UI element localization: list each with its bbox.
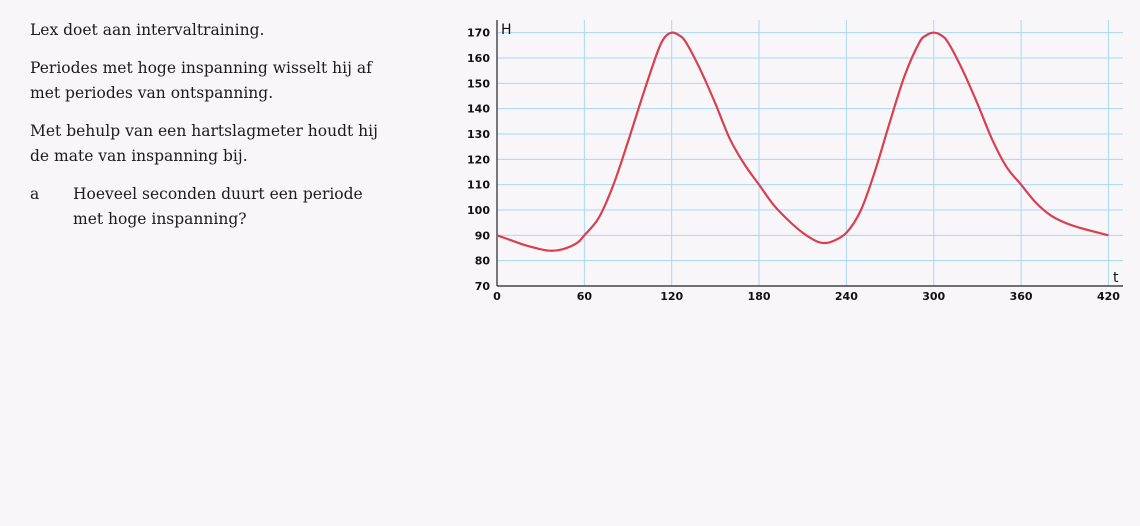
- x-tick-label: 300: [922, 290, 945, 303]
- y-axis-label: H: [501, 22, 512, 38]
- heart-rate-line: [496, 31, 1109, 252]
- y-tick-label: 130: [467, 128, 490, 141]
- x-tick-label: 60: [577, 290, 593, 303]
- x-tick-label: 120: [660, 290, 683, 303]
- y-tick-label: 70: [475, 280, 491, 293]
- y-tick-label: 150: [467, 77, 490, 90]
- x-tick-label: 420: [1097, 290, 1120, 303]
- y-tick-label: 80: [475, 255, 491, 268]
- y-tick-label: 90: [475, 229, 491, 242]
- intro-paragraph-1: Lex doet aan intervaltraining.: [30, 21, 265, 39]
- y-tick-label: 100: [467, 204, 490, 217]
- question-letter: a: [30, 185, 40, 203]
- y-tick-label: 140: [467, 103, 490, 116]
- question-a: a Hoeveel seconden duurt een periode met…: [30, 182, 390, 232]
- y-tick-label: 160: [467, 52, 490, 65]
- x-tick-label: 180: [748, 290, 771, 303]
- x-axis-label: t: [1113, 270, 1119, 286]
- y-tick-label: 120: [467, 153, 490, 166]
- x-tick-label: 0: [493, 290, 501, 303]
- x-tick-label: 360: [1010, 290, 1033, 303]
- heart-rate-chart: 0 60 120 180 240 300 360 420 70 80 90 100 110 120 130 1…: [467, 20, 1123, 303]
- question-text: Hoeveel seconden duurt een periode met h…: [73, 185, 363, 228]
- intro-paragraph-2: Periodes met hoge inspanning wisselt hij…: [30, 59, 372, 102]
- x-tick-label: 240: [835, 290, 858, 303]
- exercise-text: Lex doet aan intervaltraining. Periodes …: [30, 18, 390, 232]
- y-tick-label: 110: [467, 179, 490, 192]
- intro-paragraph-3: Met behulp van een hartslagmeter houdt h…: [30, 122, 378, 165]
- y-tick-label: 170: [467, 27, 490, 40]
